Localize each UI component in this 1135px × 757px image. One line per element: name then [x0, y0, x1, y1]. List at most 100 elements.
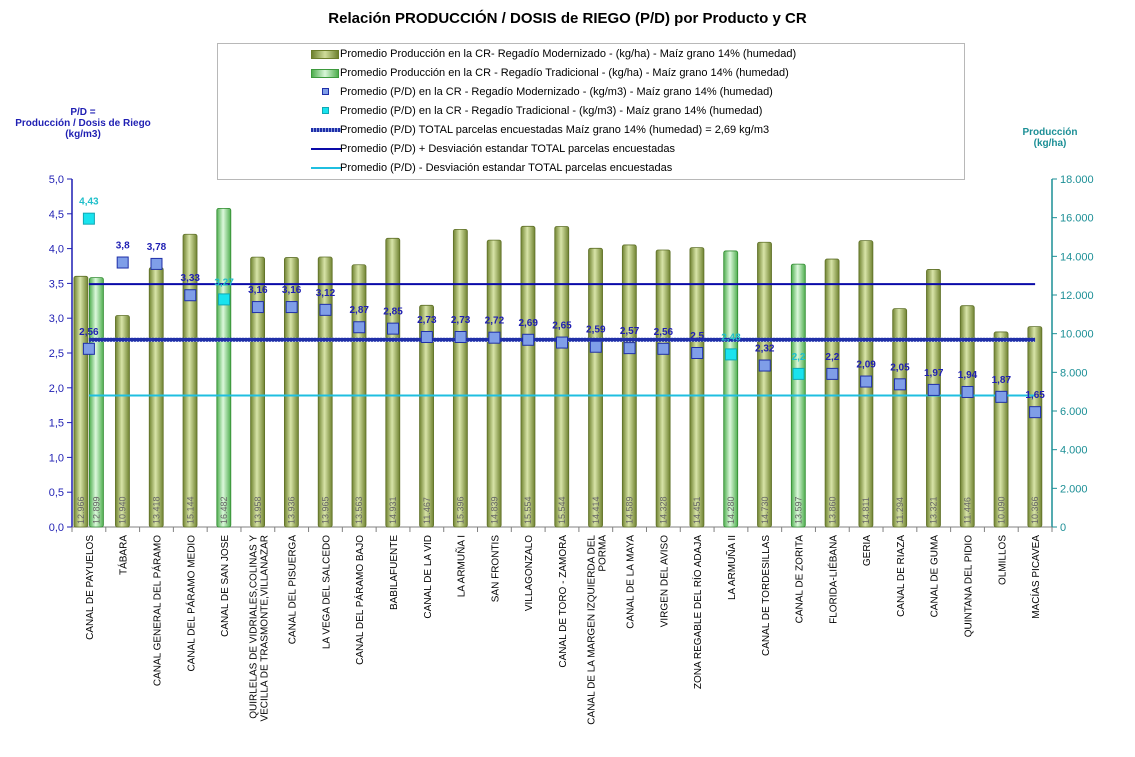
point-pd-tradicional: [792, 367, 805, 380]
x-tick-label: CANAL DE LA VID: [423, 535, 434, 619]
bar-prod-modernizado: [757, 241, 772, 528]
point-pd-modernizado: [927, 383, 940, 396]
x-tick-label: GERIA: [862, 535, 873, 566]
point-value-label: 2,05: [890, 362, 910, 373]
bar-value-label: 13.958: [253, 496, 263, 524]
legend-item-prod-modernizado: Promedio Producción en la CR- Regadío Mo…: [218, 45, 796, 63]
y-left-tick-label: 2,0: [49, 383, 64, 395]
bar-value-label: 14.414: [591, 496, 601, 524]
point-value-label: 1,87: [992, 375, 1012, 386]
bar-prod-modernizado: [419, 304, 434, 528]
point-value-label: 1,97: [924, 368, 944, 379]
x-tick-label: CANAL DEL PISUERGA: [288, 535, 299, 645]
point-pd-tradicional: [82, 212, 95, 225]
point-value-label: 2,2: [792, 352, 806, 363]
bar-value-label: 13.418: [151, 496, 161, 524]
point-pd-tradicional: [724, 348, 737, 361]
point-pd-modernizado: [961, 385, 974, 398]
point-value-label: 2,69: [518, 318, 538, 329]
y-axis-right-title: Producción (kg/ha): [1022, 127, 1078, 149]
x-tick-label: BABILAFUENTE: [389, 535, 400, 610]
point-pd-modernizado: [420, 330, 433, 343]
point-value-label: 2,32: [755, 344, 775, 355]
bar-value-label: 13.597: [794, 496, 804, 524]
y-left-tick-label: 0,0: [49, 522, 64, 534]
point-pd-modernizado: [150, 257, 163, 270]
y-left-tick-label: 3,5: [49, 278, 64, 290]
bar-value-label: 14.839: [489, 496, 499, 524]
x-tick-label: QUINTANA DEL PIDIO: [964, 535, 975, 637]
y-axis-left-title: P/D = Producción / Dosis de Riego (kg/m3…: [15, 107, 151, 140]
bar-value-label: 15.144: [185, 496, 195, 524]
x-tick-label: CANAL GENERAL DEL PÁRAMO: [150, 535, 163, 686]
point-pd-modernizado: [1029, 406, 1042, 419]
legend-item-pd-modernizado: Promedio (P/D) en la CR - Regadío Modern…: [218, 83, 773, 101]
x-tick-label: VILLAGONZALO: [524, 535, 535, 611]
point-value-label: 4,43: [79, 197, 99, 208]
point-pd-modernizado: [319, 303, 332, 316]
point-value-label: 3,33: [181, 273, 201, 284]
point-pd-tradicional: [218, 293, 231, 306]
x-tick-label: MACÍAS PICAVEA: [1029, 535, 1042, 619]
bar-prod-modernizado: [824, 258, 840, 528]
point-value-label: 2,09: [856, 360, 876, 371]
point-pd-modernizado: [82, 342, 95, 355]
legend-item-pd-minus-sd: Promedio (P/D) - Desviación estandar TOT…: [218, 159, 672, 177]
bar-value-label: 14.730: [760, 496, 770, 524]
bar-value-label: 12.966: [76, 496, 86, 524]
y-right-tick-label: 10.000: [1060, 329, 1094, 341]
point-pd-modernizado: [758, 359, 771, 372]
point-pd-modernizado: [556, 336, 568, 349]
point-pd-modernizado: [860, 375, 873, 388]
bar-prod-tradicional: [723, 250, 739, 528]
point-value-label: 2,85: [383, 307, 403, 318]
point-value-label: 3,16: [248, 285, 268, 296]
y-right-tick-label: 8.000: [1060, 367, 1088, 379]
point-pd-modernizado: [826, 367, 839, 380]
bar-prod-modernizado: [317, 256, 333, 528]
legend-line-pd-plus-sd: [311, 148, 341, 150]
x-tick-label: CANAL DE GUMA: [930, 535, 941, 618]
point-pd-modernizado: [454, 330, 467, 343]
point-pd-modernizado: [285, 301, 298, 314]
bar-value-label: 10.090: [996, 496, 1006, 524]
legend-marker-pd-tradicional: [322, 107, 329, 114]
bar-prod-modernizado: [588, 247, 603, 528]
bar-prod-modernizado: [655, 249, 671, 528]
bar-value-label: 12.899: [92, 496, 102, 524]
bar-prod-modernizado: [73, 275, 89, 528]
point-value-label: 2,59: [586, 325, 606, 336]
y-left-tick-label: 3,0: [49, 313, 64, 325]
bar-value-label: 13.965: [320, 496, 330, 524]
bar-prod-modernizado: [554, 226, 570, 528]
point-value-label: 2,57: [620, 326, 640, 337]
bar-value-label: 13.936: [287, 496, 297, 524]
bar-value-label: 14.811: [861, 497, 871, 524]
legend-line-pd-minus-sd: [311, 167, 341, 169]
y-right-tick-label: 2.000: [1060, 483, 1088, 495]
x-tick-label: CANAL DE RIAZA: [896, 535, 907, 617]
bar-value-label: 16.482: [219, 496, 229, 524]
x-tick-label: CANAL DEL PÁRAMO BAJO: [353, 535, 366, 665]
point-value-label: 2,48: [721, 332, 741, 343]
bar-prod-modernizado: [926, 269, 941, 528]
x-tick-label: CANAL DEL PÁRAMO MEDIO: [184, 535, 197, 672]
y-left-tick-label: 2,5: [49, 348, 64, 360]
bar-value-label: 14.280: [726, 496, 736, 524]
point-value-label: 2,56: [79, 327, 99, 338]
y-right-tick-label: 0: [1060, 522, 1066, 534]
y-right-tick-label: 18.000: [1060, 174, 1094, 186]
x-tick-label: OLMILLOS: [997, 535, 1008, 585]
point-pd-modernizado: [522, 333, 535, 346]
legend-item-prod-tradicional: Promedio Producción en la CR - Regadío T…: [218, 64, 789, 82]
x-tick-label: CANAL DE ZORITA: [795, 535, 806, 624]
bar-value-label: 14.328: [658, 496, 668, 524]
bar-value-label: 13.321: [929, 496, 939, 524]
bar-value-label: 15.544: [557, 496, 567, 524]
bar-value-label: 15.554: [523, 496, 533, 524]
legend-label: Promedio Producción en la CR- Regadío Mo…: [340, 48, 797, 60]
bar-prod-modernizado: [182, 233, 198, 528]
x-tick-label: SAN FRONTIS: [490, 535, 501, 603]
chart-legend: Promedio Producción en la CR- Regadío Mo…: [217, 43, 965, 180]
